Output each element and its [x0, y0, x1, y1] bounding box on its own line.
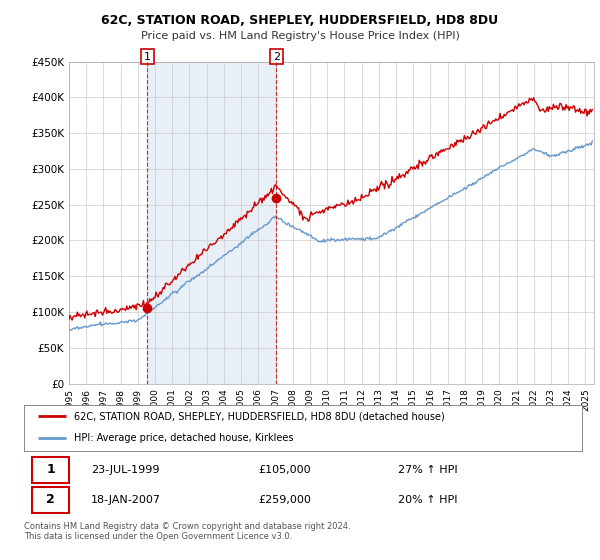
Bar — [148, 62, 277, 384]
Text: 27% ↑ HPI: 27% ↑ HPI — [398, 465, 457, 475]
Text: 20% ↑ HPI: 20% ↑ HPI — [398, 495, 457, 505]
FancyBboxPatch shape — [32, 487, 68, 513]
Text: 1: 1 — [46, 463, 55, 476]
Text: 62C, STATION ROAD, SHEPLEY, HUDDERSFIELD, HD8 8DU (detached house): 62C, STATION ROAD, SHEPLEY, HUDDERSFIELD… — [74, 412, 445, 421]
Text: Contains HM Land Registry data © Crown copyright and database right 2024.
This d: Contains HM Land Registry data © Crown c… — [24, 522, 350, 542]
Text: 2: 2 — [46, 493, 55, 506]
Text: 18-JAN-2007: 18-JAN-2007 — [91, 495, 161, 505]
Text: 62C, STATION ROAD, SHEPLEY, HUDDERSFIELD, HD8 8DU: 62C, STATION ROAD, SHEPLEY, HUDDERSFIELD… — [101, 14, 499, 27]
Text: 2: 2 — [273, 52, 280, 62]
Text: Price paid vs. HM Land Registry's House Price Index (HPI): Price paid vs. HM Land Registry's House … — [140, 31, 460, 41]
Text: 23-JUL-1999: 23-JUL-1999 — [91, 465, 160, 475]
Text: £259,000: £259,000 — [259, 495, 311, 505]
Text: £105,000: £105,000 — [259, 465, 311, 475]
Text: 1: 1 — [144, 52, 151, 62]
Text: HPI: Average price, detached house, Kirklees: HPI: Average price, detached house, Kirk… — [74, 433, 294, 443]
FancyBboxPatch shape — [32, 457, 68, 483]
